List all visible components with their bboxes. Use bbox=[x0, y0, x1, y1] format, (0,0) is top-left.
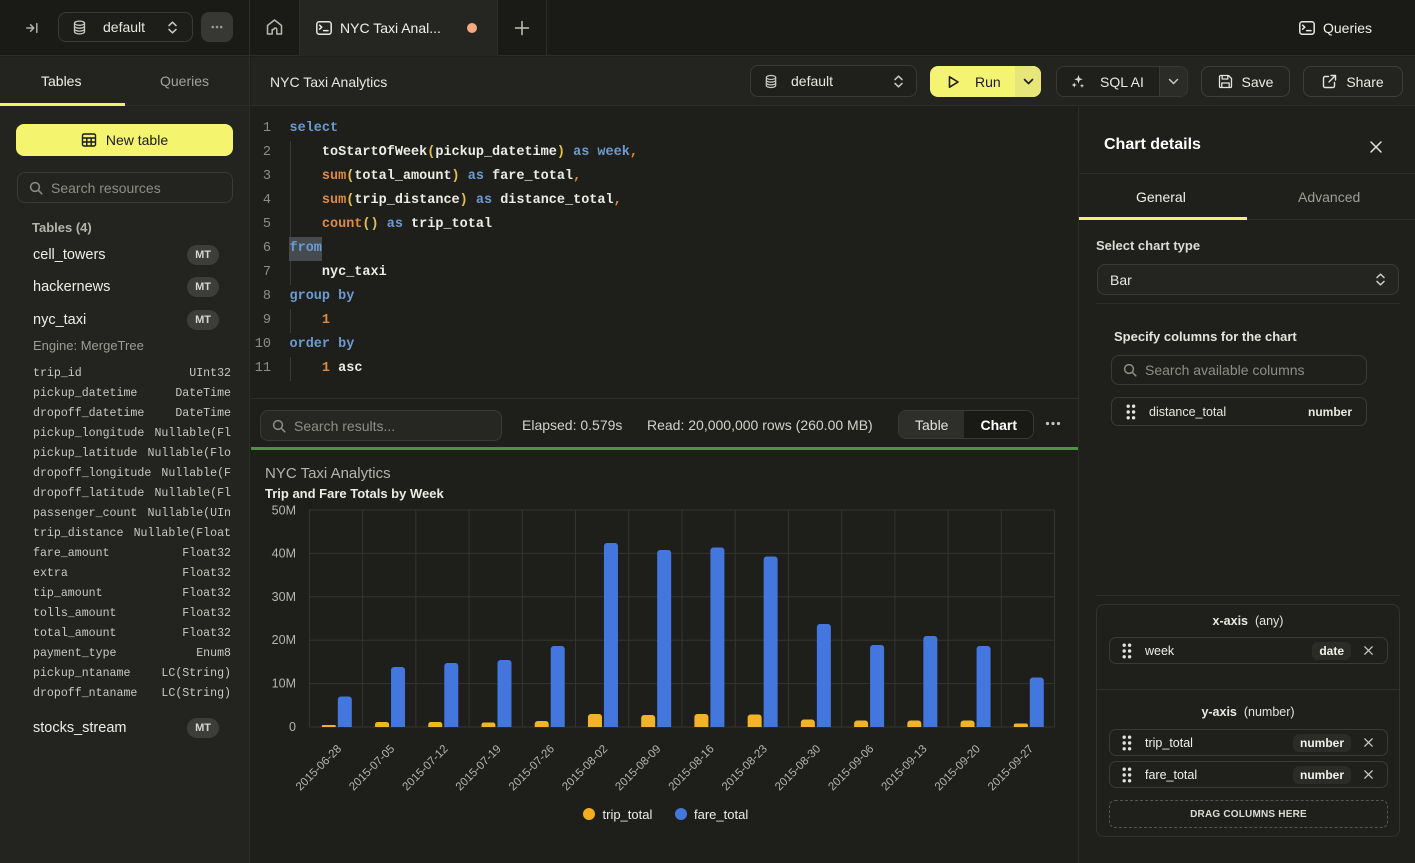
svg-text:40M: 40M bbox=[272, 546, 296, 560]
svg-text:2015-09-13: 2015-09-13 bbox=[880, 743, 930, 793]
svg-text:2015-08-16: 2015-08-16 bbox=[667, 743, 717, 793]
svg-text:50M: 50M bbox=[272, 504, 296, 518]
svg-text:10M: 10M bbox=[272, 677, 296, 691]
svg-text:2015-08-23: 2015-08-23 bbox=[720, 743, 770, 793]
svg-text:2015-09-27: 2015-09-27 bbox=[986, 743, 1036, 793]
svg-text:30M: 30M bbox=[272, 590, 296, 604]
svg-text:trip_total: trip_total bbox=[603, 807, 653, 822]
svg-text:2015-09-06: 2015-09-06 bbox=[826, 743, 876, 793]
svg-text:2015-08-30: 2015-08-30 bbox=[773, 743, 823, 793]
svg-text:2015-09-20: 2015-09-20 bbox=[933, 743, 983, 793]
svg-text:2015-08-09: 2015-08-09 bbox=[613, 743, 663, 793]
svg-text:2015-08-02: 2015-08-02 bbox=[560, 743, 610, 793]
svg-text:2015-07-19: 2015-07-19 bbox=[454, 743, 504, 793]
svg-text:0: 0 bbox=[289, 720, 296, 734]
svg-text:2015-06-28: 2015-06-28 bbox=[294, 743, 344, 793]
svg-text:20M: 20M bbox=[272, 633, 296, 647]
svg-text:2015-07-12: 2015-07-12 bbox=[401, 743, 451, 793]
svg-text:2015-07-05: 2015-07-05 bbox=[347, 743, 397, 793]
svg-text:fare_total: fare_total bbox=[694, 807, 748, 822]
svg-text:2015-07-26: 2015-07-26 bbox=[507, 743, 557, 793]
